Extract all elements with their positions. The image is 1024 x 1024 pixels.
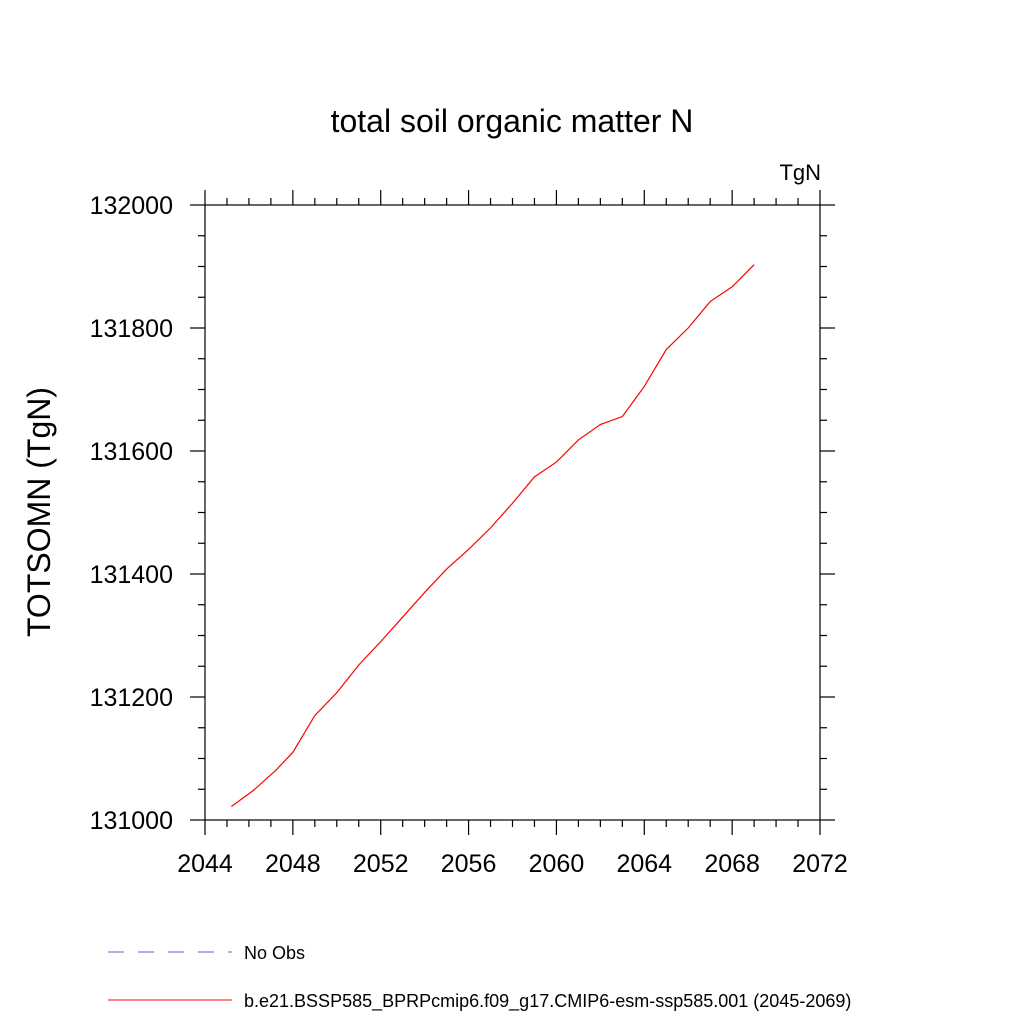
legend-label: No Obs — [244, 943, 305, 963]
y-tick-label: 131000 — [90, 807, 173, 835]
y-tick-label: 131200 — [90, 684, 173, 712]
series-line — [231, 264, 755, 807]
units-label: TgN — [779, 160, 821, 185]
x-tick-label: 2052 — [353, 850, 409, 878]
y-tick-label: 132000 — [90, 192, 173, 220]
x-tick-label: 2056 — [441, 850, 497, 878]
legend-label: b.e21.BSSP585_BPRPcmip6.f09_g17.CMIP6-es… — [244, 991, 851, 1012]
chart-title: total soil organic matter N — [331, 103, 694, 139]
y-tick-label: 131400 — [90, 561, 173, 589]
y-tick-label: 131800 — [90, 315, 173, 343]
series-lines — [231, 264, 755, 807]
tick-labels: 2044 2048 2052 2056 2060 2064 2068 2072 131000 13… — [90, 192, 848, 878]
x-tick-label: 2044 — [177, 850, 233, 878]
y-tick-label: 131600 — [90, 438, 173, 466]
x-tick-label: 2064 — [616, 850, 672, 878]
axis-ticks — [190, 190, 835, 835]
legend: No Obs b.e21.BSSP585_BPRPcmip6.f09_g17.CM… — [108, 943, 851, 1012]
x-tick-label: 2048 — [265, 850, 321, 878]
x-tick-label: 2072 — [792, 850, 848, 878]
y-axis-label: TOTSOMN (TgN) — [21, 387, 57, 637]
x-tick-label: 2060 — [529, 850, 585, 878]
x-tick-label: 2068 — [704, 850, 760, 878]
plot-frame — [204, 204, 821, 821]
